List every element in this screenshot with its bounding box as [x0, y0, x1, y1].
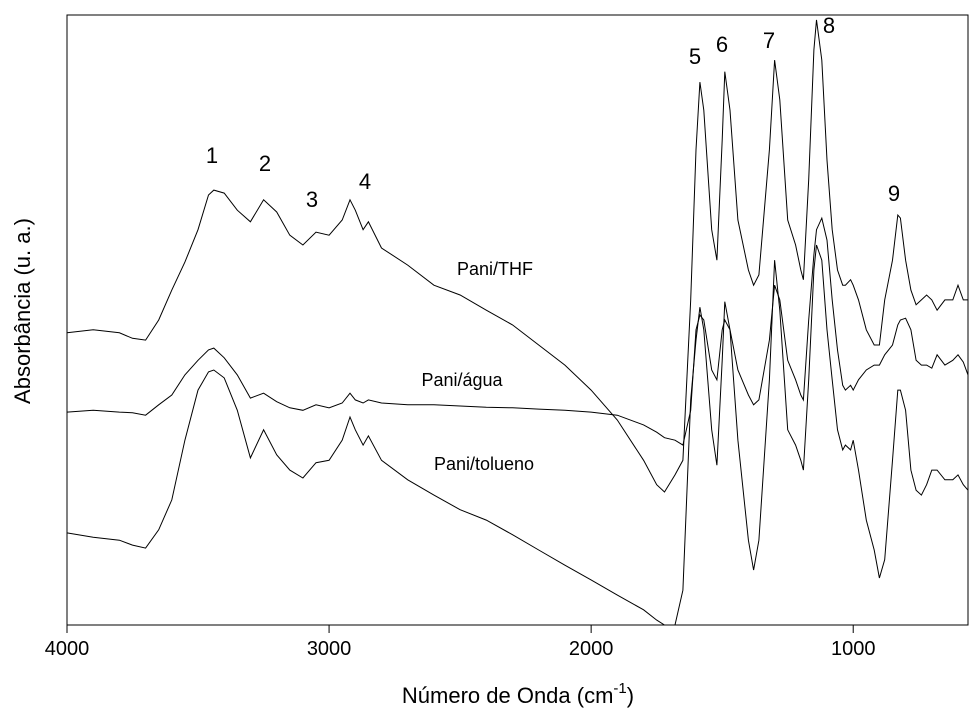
- peak-label: 9: [888, 181, 900, 206]
- x-label-end: ): [627, 683, 634, 708]
- x-tick-label: 2000: [569, 638, 614, 660]
- x-label-text: Número de Onda (cm: [402, 683, 614, 708]
- peak-label: 2: [259, 151, 271, 176]
- peak-label: 3: [306, 187, 318, 212]
- series-label: Pani/água: [421, 370, 503, 390]
- x-tick-label: 1000: [831, 638, 876, 660]
- peak-label: 5: [689, 44, 701, 69]
- x-tick-label: 3000: [307, 638, 352, 660]
- spectrum-line: [66, 19, 968, 493]
- peak-label: 8: [823, 13, 835, 38]
- y-axis-label: Absorbância (u. a.): [10, 218, 35, 404]
- peak-label: 6: [716, 32, 728, 57]
- x-label-sup: -1: [613, 680, 626, 697]
- series-label: Pani/tolueno: [434, 454, 534, 474]
- plot-frame: [66, 14, 969, 626]
- spectrum-line: [66, 216, 969, 446]
- peak-label: 7: [763, 28, 775, 53]
- x-tick-label: 4000: [45, 638, 90, 660]
- x-axis-label: Número de Onda (cm-1): [402, 680, 634, 708]
- spectrum-line: [66, 244, 969, 626]
- series-label: Pani/THF: [457, 259, 533, 279]
- peak-label: 4: [359, 169, 371, 194]
- peak-label: 1: [206, 143, 218, 168]
